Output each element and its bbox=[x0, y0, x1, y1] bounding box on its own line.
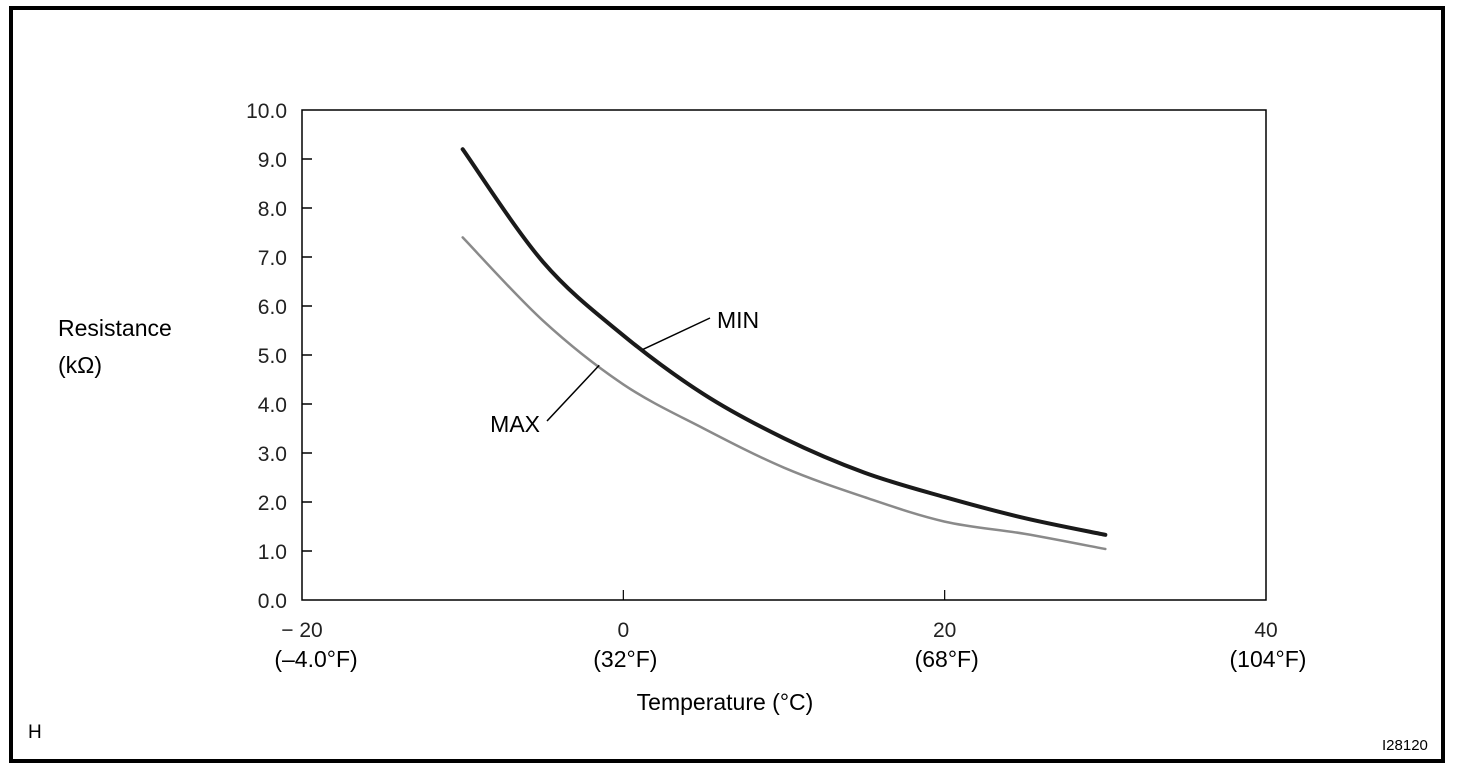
figure-frame bbox=[9, 6, 1445, 763]
y-tick-label: 0.0 bbox=[258, 590, 287, 613]
y-axis-ticks: 0.0 1.0 2.0 3.0 4.0 5.0 6.0 7.0 8.0 9.0 10.0 bbox=[246, 100, 312, 613]
y-tick-label: 6.0 bbox=[258, 296, 287, 319]
y-axis-title-line2: (kΩ) bbox=[58, 352, 102, 378]
x-tick-label: 20 bbox=[933, 619, 956, 642]
annotation-label-max: MAX bbox=[490, 411, 540, 437]
annotation-label-min: MIN bbox=[717, 307, 759, 333]
x-axis-ticks: − 20 (–4.0°F) 0 (32°F) 20 (68°F) 40 (104°F) bbox=[274, 590, 1306, 672]
y-tick-label: 10.0 bbox=[246, 100, 287, 123]
y-tick-label: 1.0 bbox=[258, 541, 287, 564]
y-tick-label: 7.0 bbox=[258, 247, 287, 270]
plot-area-border bbox=[301, 109, 1267, 601]
x-tick-fahrenheit-label: (–4.0°F) bbox=[274, 646, 357, 672]
figure-id-label: I28120 bbox=[1382, 737, 1428, 754]
series-lines bbox=[460, 147, 1108, 551]
x-axis-title: Temperature (°C) bbox=[637, 689, 814, 715]
curve-annotations: MIN MAX bbox=[490, 307, 759, 437]
x-tick-fahrenheit-label: (32°F) bbox=[593, 646, 657, 672]
x-tick-label: 40 bbox=[1254, 619, 1277, 642]
annotation-leader-min bbox=[642, 317, 711, 351]
x-tick-label: 0 bbox=[617, 619, 629, 642]
annotation-leader-max bbox=[546, 364, 600, 422]
x-tick-label: − 20 bbox=[281, 619, 322, 642]
y-tick-label: 3.0 bbox=[258, 443, 287, 466]
y-tick-label: 5.0 bbox=[258, 345, 287, 368]
corner-label-left: H bbox=[28, 722, 42, 743]
series-line-min bbox=[460, 147, 1108, 537]
y-tick-label: 4.0 bbox=[258, 394, 287, 417]
series-line-max bbox=[461, 236, 1107, 551]
y-tick-label: 9.0 bbox=[258, 149, 287, 172]
y-axis-title-line1: Resistance bbox=[58, 315, 172, 341]
y-tick-label: 2.0 bbox=[258, 492, 287, 515]
x-tick-fahrenheit-label: (104°F) bbox=[1230, 646, 1307, 672]
x-tick-fahrenheit-label: (68°F) bbox=[915, 646, 979, 672]
y-tick-label: 8.0 bbox=[258, 198, 287, 221]
